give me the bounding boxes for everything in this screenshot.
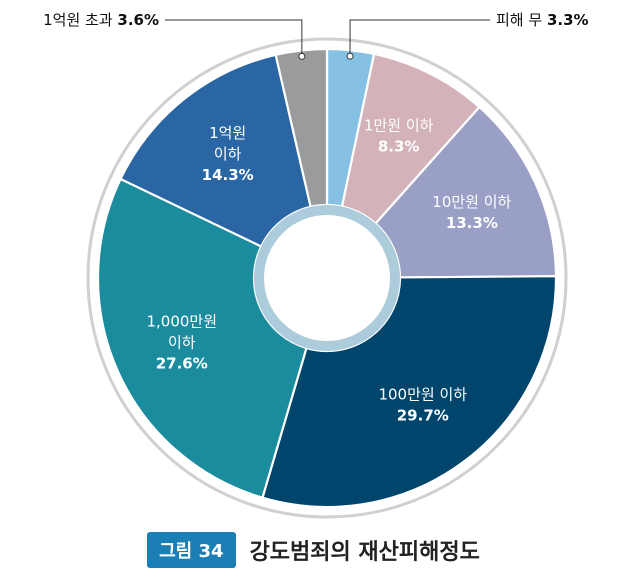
figure-caption: 그림 34 강도범죄의 재산피해정도 (0, 530, 627, 570)
slice-label-100만원-이하: 100만원 이하 29.7% (378, 385, 467, 424)
slice-label-10만원-이하: 10만원 이하 13.3% (432, 193, 511, 232)
donut-chart: 1만원 이하 8.3% 10만원 이하 13.3% 100만원 이하 29.7% 1,000… (43, 11, 589, 519)
callout-line-1억원-초과 (165, 19, 303, 54)
slice-label-1억원-이하: 1억원 이하 14.3% (202, 124, 254, 184)
chart-title: 강도범죄의 재산피해정도 (249, 540, 480, 565)
figure-label: 그림 34 (147, 532, 236, 568)
donut-hole (254, 205, 400, 351)
outer-ring (86, 37, 568, 519)
inner-ring (254, 205, 400, 351)
slice-100만원-이하 (261, 275, 558, 509)
callout-line-피해-무 (349, 19, 490, 54)
slice-label-1-000만원-이하: 1,000만원 이하 27.6% (146, 313, 217, 373)
slice-label-1만원-이하: 1만원 이하 8.3% (364, 117, 434, 156)
callout-label-피해-무: 피해 무 3.3% (496, 11, 589, 29)
callout-dot-피해-무 (346, 52, 354, 60)
callouts: 피해 무 3.3% 1억원 초과 3.6% (43, 11, 589, 60)
slices (96, 47, 558, 509)
slice-labels: 1만원 이하 8.3% 10만원 이하 13.3% 100만원 이하 29.7% 1,000… (146, 117, 511, 425)
outer-ring-circle (86, 37, 568, 519)
callout-dot-1억원-초과 (298, 52, 306, 60)
callout-label-1억원-초과: 1억원 초과 3.6% (43, 11, 159, 29)
